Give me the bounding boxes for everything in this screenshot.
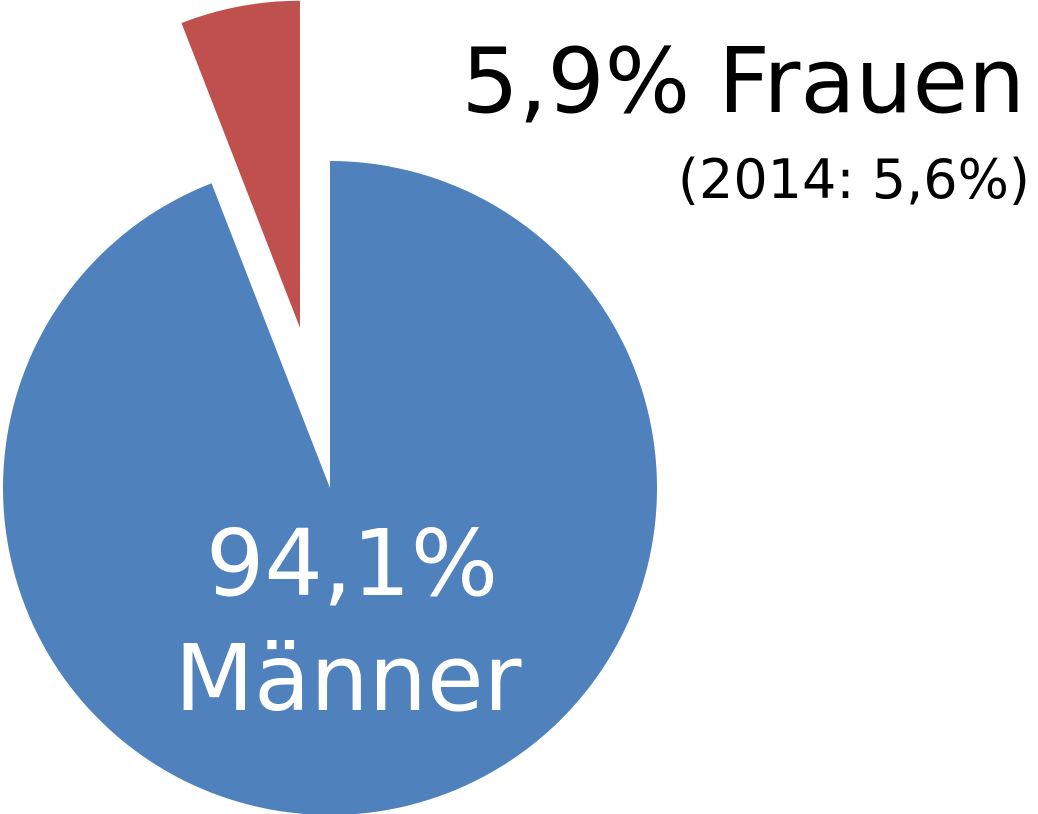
pie-slice [3, 161, 657, 814]
maenner-value-label: 94,1% [206, 510, 498, 617]
slices [3, 0, 657, 814]
frauen-label: 5,9% Frauen [462, 29, 1025, 134]
frauen-value-label: 5,9% [462, 29, 691, 134]
pie-slice [181, 0, 300, 328]
annotation: (2014: 5,6%) [678, 148, 1030, 211]
maenner-category: Männer [175, 625, 522, 732]
frauen-category: Frauen [718, 29, 1025, 134]
